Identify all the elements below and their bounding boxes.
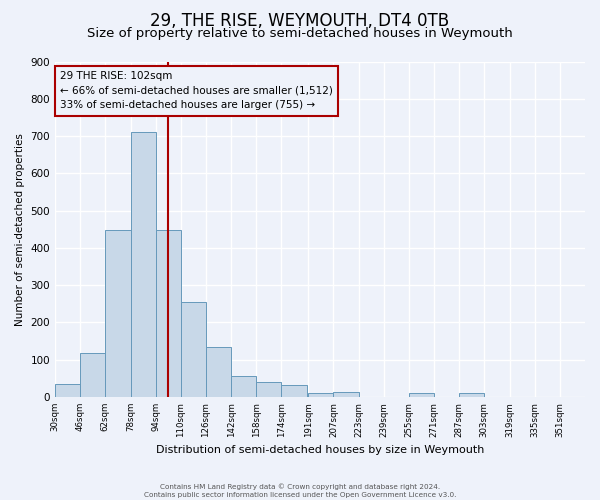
Bar <box>131 132 155 397</box>
Bar <box>80 353 106 397</box>
Bar <box>334 392 359 397</box>
Text: 29 THE RISE: 102sqm
← 66% of semi-detached houses are smaller (1,512)
33% of sem: 29 THE RISE: 102sqm ← 66% of semi-detach… <box>60 71 332 110</box>
Bar <box>308 393 334 397</box>
Text: Size of property relative to semi-detached houses in Weymouth: Size of property relative to semi-detach… <box>87 28 513 40</box>
Bar <box>409 393 434 397</box>
Bar <box>206 346 231 397</box>
Text: Contains HM Land Registry data © Crown copyright and database right 2024.
Contai: Contains HM Land Registry data © Crown c… <box>144 484 456 498</box>
Y-axis label: Number of semi-detached properties: Number of semi-detached properties <box>15 133 25 326</box>
Bar <box>459 393 484 397</box>
Bar <box>231 376 256 397</box>
Bar <box>106 230 131 397</box>
Bar <box>55 384 80 397</box>
Bar <box>181 302 206 397</box>
Text: 29, THE RISE, WEYMOUTH, DT4 0TB: 29, THE RISE, WEYMOUTH, DT4 0TB <box>151 12 449 30</box>
Bar <box>155 230 181 397</box>
X-axis label: Distribution of semi-detached houses by size in Weymouth: Distribution of semi-detached houses by … <box>156 445 484 455</box>
Bar <box>281 385 307 397</box>
Bar <box>256 382 281 397</box>
